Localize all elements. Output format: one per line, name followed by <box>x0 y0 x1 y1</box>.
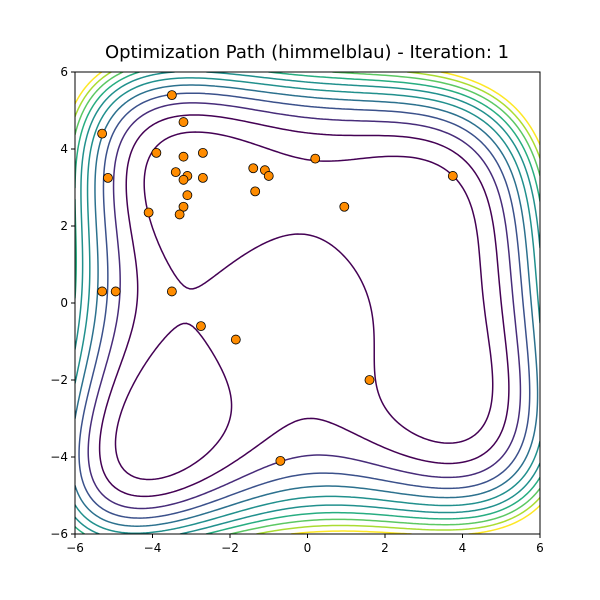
x-axis: −6 −4 −2 0 2 4 6 <box>66 534 544 555</box>
contour-line-1100 <box>75 72 540 534</box>
scatter-point-19 <box>310 153 321 164</box>
scatter-point-18 <box>250 186 261 197</box>
contour-line-1000 <box>75 72 540 534</box>
x-tick-label: −4 <box>144 541 162 555</box>
scatter-point-3 <box>151 147 162 158</box>
scatter-point-4 <box>178 151 189 162</box>
scatter-point-6 <box>170 167 181 178</box>
scatter-point-15 <box>248 163 259 174</box>
scatter-point-27 <box>364 375 375 385</box>
contour-line-300 <box>87 102 522 510</box>
contour-line-400 <box>78 92 531 519</box>
scatter-point-13 <box>143 207 154 218</box>
scatter-point-14 <box>174 209 185 220</box>
contour-line-800 <box>75 72 540 534</box>
contour-line-200 <box>98 114 510 498</box>
scatter-point-2 <box>178 117 189 127</box>
contour-line-500 <box>75 84 539 527</box>
y-tick-label: −4 <box>50 450 68 464</box>
x-tick-label: 2 <box>381 541 389 555</box>
scatter-point-28 <box>275 455 286 466</box>
contour-line-600 <box>75 77 540 534</box>
y-tick-label: −6 <box>50 527 68 541</box>
y-tick-label: 6 <box>60 65 68 79</box>
plot-frame <box>74 71 541 535</box>
scatter-point-11 <box>182 190 193 201</box>
scatter-point-22 <box>97 286 108 297</box>
contour-line-700 <box>75 72 540 534</box>
scatter-point-20 <box>339 201 350 212</box>
x-tick-label: 6 <box>536 541 544 555</box>
scatter-point-12 <box>178 201 189 212</box>
scatter-point-25 <box>196 321 206 332</box>
scatter-point-9 <box>197 172 208 183</box>
y-tick-label: 0 <box>60 296 68 310</box>
x-tick-label: 4 <box>459 541 467 555</box>
scatter-point-10 <box>103 172 113 183</box>
contour-lines <box>75 72 540 534</box>
scatter-point-5 <box>197 147 208 158</box>
x-tick-label: −2 <box>221 541 239 555</box>
scatter-point-23 <box>110 286 121 297</box>
scatter-point-21 <box>447 171 458 181</box>
scatter-point-8 <box>178 174 189 185</box>
x-tick-label: −6 <box>66 541 84 555</box>
chart-title: Optimization Path (himmelblau) - Iterati… <box>105 42 509 63</box>
scatter-point-0 <box>166 90 177 100</box>
contour-line-100 <box>114 131 494 481</box>
y-tick-label: −2 <box>50 373 68 387</box>
scatter-points <box>97 90 458 466</box>
scatter-point-26 <box>230 334 241 345</box>
y-tick-label: 2 <box>60 219 68 233</box>
scatter-point-24 <box>166 286 177 297</box>
scatter-point-1 <box>97 128 108 139</box>
y-tick-label: 4 <box>60 142 68 156</box>
contour-line-900 <box>75 72 540 534</box>
y-axis: −6 −4 −2 0 2 4 6 <box>50 65 75 541</box>
scatter-point-17 <box>263 171 274 181</box>
x-tick-label: 0 <box>304 541 312 555</box>
